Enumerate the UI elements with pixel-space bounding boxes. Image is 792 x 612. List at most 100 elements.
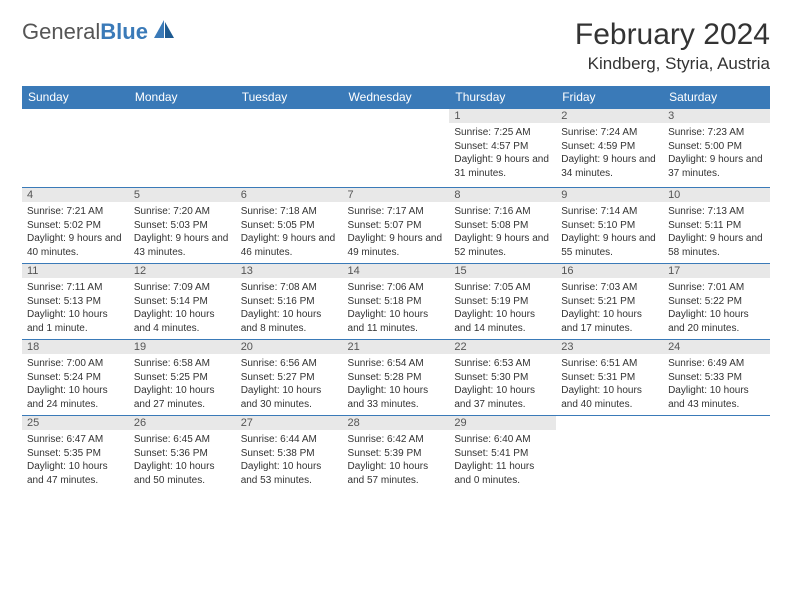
day-number: 16 — [556, 264, 663, 278]
day-number: 20 — [236, 340, 343, 354]
calendar-day-cell: 28Sunrise: 6:42 AMSunset: 5:39 PMDayligh… — [343, 416, 450, 495]
calendar-empty-cell — [556, 416, 663, 495]
day-details: Sunrise: 6:49 AMSunset: 5:33 PMDaylight:… — [663, 354, 770, 415]
weekday-header: Sunday — [22, 86, 129, 109]
day-details: Sunrise: 7:00 AMSunset: 5:24 PMDaylight:… — [22, 354, 129, 415]
calendar-week-row: 4Sunrise: 7:21 AMSunset: 5:02 PMDaylight… — [22, 188, 770, 264]
logo-word-1: General — [22, 19, 100, 44]
calendar-day-cell: 27Sunrise: 6:44 AMSunset: 5:38 PMDayligh… — [236, 416, 343, 495]
calendar-day-cell: 7Sunrise: 7:17 AMSunset: 5:07 PMDaylight… — [343, 188, 450, 264]
calendar-day-cell: 16Sunrise: 7:03 AMSunset: 5:21 PMDayligh… — [556, 264, 663, 340]
day-details: Sunrise: 7:06 AMSunset: 5:18 PMDaylight:… — [343, 278, 450, 339]
calendar-empty-cell — [343, 109, 450, 188]
calendar-table: SundayMondayTuesdayWednesdayThursdayFrid… — [22, 86, 770, 494]
day-details: Sunrise: 7:18 AMSunset: 5:05 PMDaylight:… — [236, 202, 343, 263]
day-details: Sunrise: 6:42 AMSunset: 5:39 PMDaylight:… — [343, 430, 450, 491]
calendar-day-cell: 9Sunrise: 7:14 AMSunset: 5:10 PMDaylight… — [556, 188, 663, 264]
day-number: 10 — [663, 188, 770, 202]
calendar-day-cell: 14Sunrise: 7:06 AMSunset: 5:18 PMDayligh… — [343, 264, 450, 340]
day-number: 14 — [343, 264, 450, 278]
calendar-day-cell: 10Sunrise: 7:13 AMSunset: 5:11 PMDayligh… — [663, 188, 770, 264]
day-number: 13 — [236, 264, 343, 278]
day-number: 17 — [663, 264, 770, 278]
day-details: Sunrise: 7:13 AMSunset: 5:11 PMDaylight:… — [663, 202, 770, 263]
calendar-day-cell: 15Sunrise: 7:05 AMSunset: 5:19 PMDayligh… — [449, 264, 556, 340]
weekday-header-row: SundayMondayTuesdayWednesdayThursdayFrid… — [22, 86, 770, 109]
day-details: Sunrise: 7:14 AMSunset: 5:10 PMDaylight:… — [556, 202, 663, 263]
calendar-week-row: 11Sunrise: 7:11 AMSunset: 5:13 PMDayligh… — [22, 264, 770, 340]
day-number: 9 — [556, 188, 663, 202]
day-details: Sunrise: 6:51 AMSunset: 5:31 PMDaylight:… — [556, 354, 663, 415]
logo: GeneralBlue — [22, 18, 176, 45]
weekday-header: Saturday — [663, 86, 770, 109]
day-number: 1 — [449, 109, 556, 123]
day-number: 23 — [556, 340, 663, 354]
calendar-day-cell: 25Sunrise: 6:47 AMSunset: 5:35 PMDayligh… — [22, 416, 129, 495]
day-number: 29 — [449, 416, 556, 430]
weekday-header: Wednesday — [343, 86, 450, 109]
day-number: 15 — [449, 264, 556, 278]
day-details: Sunrise: 7:11 AMSunset: 5:13 PMDaylight:… — [22, 278, 129, 339]
calendar-day-cell: 12Sunrise: 7:09 AMSunset: 5:14 PMDayligh… — [129, 264, 236, 340]
day-details: Sunrise: 7:05 AMSunset: 5:19 PMDaylight:… — [449, 278, 556, 339]
calendar-week-row: 1Sunrise: 7:25 AMSunset: 4:57 PMDaylight… — [22, 109, 770, 188]
day-number: 7 — [343, 188, 450, 202]
day-details: Sunrise: 7:09 AMSunset: 5:14 PMDaylight:… — [129, 278, 236, 339]
day-number: 2 — [556, 109, 663, 123]
day-details: Sunrise: 7:01 AMSunset: 5:22 PMDaylight:… — [663, 278, 770, 339]
calendar-day-cell: 26Sunrise: 6:45 AMSunset: 5:36 PMDayligh… — [129, 416, 236, 495]
weekday-header: Monday — [129, 86, 236, 109]
calendar-day-cell: 19Sunrise: 6:58 AMSunset: 5:25 PMDayligh… — [129, 340, 236, 416]
weekday-header: Tuesday — [236, 86, 343, 109]
calendar-day-cell: 4Sunrise: 7:21 AMSunset: 5:02 PMDaylight… — [22, 188, 129, 264]
weekday-header: Friday — [556, 86, 663, 109]
day-details: Sunrise: 6:45 AMSunset: 5:36 PMDaylight:… — [129, 430, 236, 491]
day-number: 19 — [129, 340, 236, 354]
day-details: Sunrise: 7:24 AMSunset: 4:59 PMDaylight:… — [556, 123, 663, 184]
calendar-day-cell: 11Sunrise: 7:11 AMSunset: 5:13 PMDayligh… — [22, 264, 129, 340]
calendar-week-row: 25Sunrise: 6:47 AMSunset: 5:35 PMDayligh… — [22, 416, 770, 495]
day-number: 26 — [129, 416, 236, 430]
day-number: 25 — [22, 416, 129, 430]
calendar-day-cell: 17Sunrise: 7:01 AMSunset: 5:22 PMDayligh… — [663, 264, 770, 340]
calendar-empty-cell — [663, 416, 770, 495]
calendar-day-cell: 5Sunrise: 7:20 AMSunset: 5:03 PMDaylight… — [129, 188, 236, 264]
day-number: 12 — [129, 264, 236, 278]
day-number: 8 — [449, 188, 556, 202]
calendar-day-cell: 18Sunrise: 7:00 AMSunset: 5:24 PMDayligh… — [22, 340, 129, 416]
day-number: 27 — [236, 416, 343, 430]
calendar-day-cell: 13Sunrise: 7:08 AMSunset: 5:16 PMDayligh… — [236, 264, 343, 340]
day-number: 18 — [22, 340, 129, 354]
weekday-header: Thursday — [449, 86, 556, 109]
calendar-empty-cell — [22, 109, 129, 188]
calendar-day-cell: 22Sunrise: 6:53 AMSunset: 5:30 PMDayligh… — [449, 340, 556, 416]
day-details: Sunrise: 6:53 AMSunset: 5:30 PMDaylight:… — [449, 354, 556, 415]
calendar-day-cell: 23Sunrise: 6:51 AMSunset: 5:31 PMDayligh… — [556, 340, 663, 416]
calendar-day-cell: 1Sunrise: 7:25 AMSunset: 4:57 PMDaylight… — [449, 109, 556, 188]
day-details: Sunrise: 6:58 AMSunset: 5:25 PMDaylight:… — [129, 354, 236, 415]
page-title: February 2024 — [575, 18, 770, 52]
location: Kindberg, Styria, Austria — [575, 54, 770, 74]
calendar-empty-cell — [236, 109, 343, 188]
calendar-day-cell: 24Sunrise: 6:49 AMSunset: 5:33 PMDayligh… — [663, 340, 770, 416]
day-details: Sunrise: 7:16 AMSunset: 5:08 PMDaylight:… — [449, 202, 556, 263]
day-details: Sunrise: 7:17 AMSunset: 5:07 PMDaylight:… — [343, 202, 450, 263]
calendar-day-cell: 8Sunrise: 7:16 AMSunset: 5:08 PMDaylight… — [449, 188, 556, 264]
day-number: 6 — [236, 188, 343, 202]
day-number: 11 — [22, 264, 129, 278]
day-details: Sunrise: 6:44 AMSunset: 5:38 PMDaylight:… — [236, 430, 343, 491]
day-details: Sunrise: 6:40 AMSunset: 5:41 PMDaylight:… — [449, 430, 556, 491]
logo-text: GeneralBlue — [22, 19, 148, 45]
day-details: Sunrise: 7:23 AMSunset: 5:00 PMDaylight:… — [663, 123, 770, 184]
day-details: Sunrise: 6:56 AMSunset: 5:27 PMDaylight:… — [236, 354, 343, 415]
calendar-week-row: 18Sunrise: 7:00 AMSunset: 5:24 PMDayligh… — [22, 340, 770, 416]
day-number: 3 — [663, 109, 770, 123]
day-number: 24 — [663, 340, 770, 354]
calendar-day-cell: 2Sunrise: 7:24 AMSunset: 4:59 PMDaylight… — [556, 109, 663, 188]
logo-word-2: Blue — [100, 19, 148, 44]
day-details: Sunrise: 7:20 AMSunset: 5:03 PMDaylight:… — [129, 202, 236, 263]
day-details: Sunrise: 7:21 AMSunset: 5:02 PMDaylight:… — [22, 202, 129, 263]
day-number: 22 — [449, 340, 556, 354]
day-details: Sunrise: 7:25 AMSunset: 4:57 PMDaylight:… — [449, 123, 556, 184]
day-details: Sunrise: 6:54 AMSunset: 5:28 PMDaylight:… — [343, 354, 450, 415]
